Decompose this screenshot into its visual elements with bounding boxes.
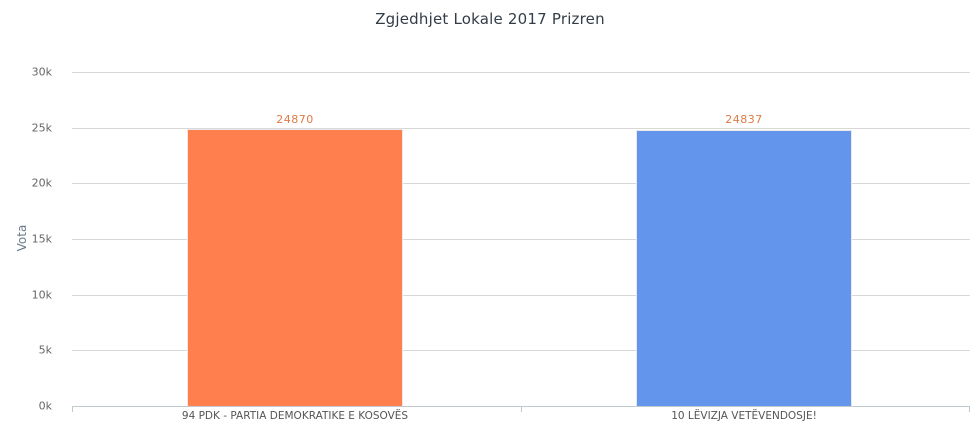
y-tick-0k: 0k <box>38 399 52 413</box>
gridline-25k <box>72 127 970 129</box>
x-label-pdk: 94 PDK - PARTIA DEMOKRATIKE E KOSOVËS <box>181 410 409 422</box>
bar-label-vetevendosje: 24837 <box>725 113 763 126</box>
chart-title: Zgjedhjet Lokale 2017 Prizren <box>375 10 605 28</box>
gridline-10k <box>72 294 970 296</box>
bar-label-pdk: 24870 <box>276 113 314 126</box>
x-tick-mark <box>521 406 522 412</box>
gridline-5k <box>72 350 970 352</box>
gridline-20k <box>72 183 970 185</box>
y-tick-5k: 5k <box>38 343 52 357</box>
bar-vetevendosje[interactable] <box>636 129 852 406</box>
gridline-15k <box>72 239 970 240</box>
gridline-30k <box>72 72 970 73</box>
x-tick-mark <box>72 406 73 412</box>
x-tick-mark <box>969 406 970 412</box>
y-tick-15k: 15k <box>31 232 52 246</box>
plot-area: 30k 25k 20k 15k 10k 5k 0k 24870 24837 <box>32 66 970 413</box>
y-tick-20k: 20k <box>31 176 52 190</box>
y-tick-30k: 30k <box>31 65 52 79</box>
x-label-vetevendosje: 10 LËVIZJA VETËVENDOSJE! <box>671 410 817 422</box>
bar-pdk[interactable] <box>187 129 403 406</box>
y-tick-25k: 25k <box>31 121 52 135</box>
y-tick-10k: 10k <box>31 288 52 302</box>
